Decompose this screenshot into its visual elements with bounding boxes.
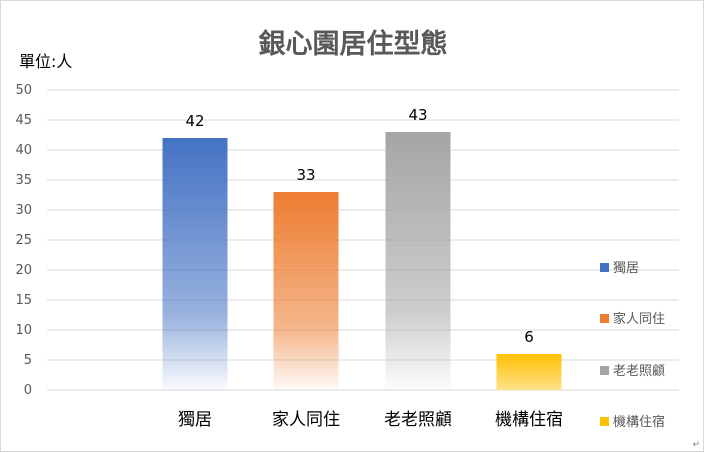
y-tick-label: 40	[15, 143, 32, 158]
y-axis-unit-label: 單位:人	[19, 52, 72, 71]
x-axis-ticks: 獨居 家人同住 老老照顧 機構住宿	[178, 410, 563, 430]
data-label: 6	[524, 328, 534, 346]
y-tick-label: 20	[15, 263, 32, 278]
legend-swatch	[600, 417, 609, 426]
y-tick-label: 45	[15, 113, 32, 128]
bars	[162, 132, 562, 390]
chart-title: 銀心園居住型態	[259, 28, 448, 60]
y-tick-label: 35	[15, 173, 32, 188]
y-tick-label: 50	[15, 83, 32, 98]
legend-entry: 老老照顧	[613, 364, 665, 379]
y-tick-label: 5	[24, 353, 32, 368]
legend-swatch	[600, 263, 609, 272]
legend-swatch	[600, 314, 609, 323]
data-label: 43	[408, 106, 427, 124]
x-tick-label: 獨居	[178, 410, 212, 430]
legend-swatch	[600, 366, 609, 375]
data-labels: 42 33 43 6	[185, 106, 533, 346]
gridlines	[47, 89, 679, 391]
legend-entry: 機構住宿	[613, 414, 665, 430]
bar-3	[385, 132, 451, 390]
y-tick-label: 0	[24, 383, 32, 398]
legend-entry: 獨居	[613, 261, 639, 276]
bar-2	[273, 192, 339, 390]
paragraph-mark: ↵	[692, 440, 700, 450]
data-label: 33	[296, 166, 315, 184]
y-tick-label: 15	[15, 293, 32, 308]
y-axis-ticks: 0 5 10 15 20 25 30 35 40 45 50	[15, 83, 32, 398]
y-tick-label: 30	[15, 203, 32, 218]
x-tick-label: 家人同住	[272, 410, 340, 430]
bar-1	[162, 138, 228, 390]
x-tick-label: 機構住宿	[495, 410, 563, 430]
x-tick-label: 老老照顧	[384, 410, 452, 430]
legend-entry: 家人同住	[613, 311, 665, 327]
y-tick-label: 25	[15, 233, 32, 248]
y-tick-label: 10	[15, 323, 32, 338]
bar-4	[496, 354, 562, 390]
data-label: 42	[185, 112, 204, 130]
